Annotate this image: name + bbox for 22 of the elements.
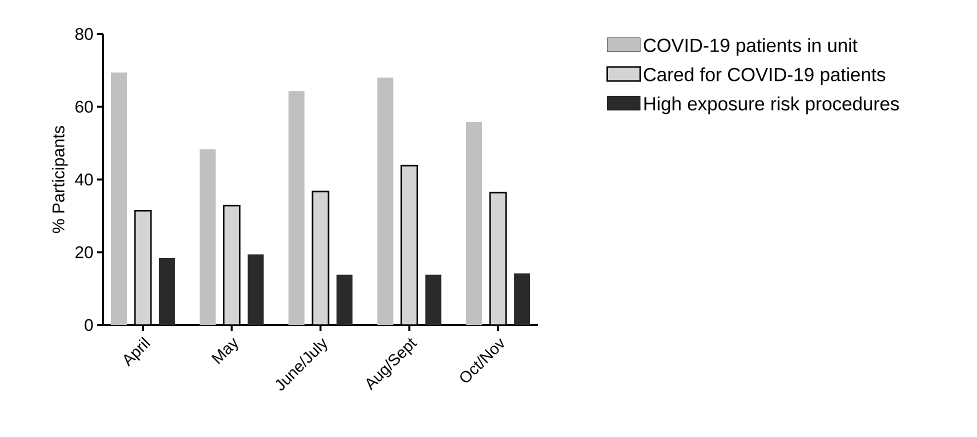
legend-label: Cared for COVID-19 patients [644,67,886,86]
y-tick-label: 60 [76,100,93,113]
bar [312,190,330,325]
bar [425,274,442,325]
bar [158,258,175,325]
y-tick-label: 0 [84,318,93,331]
bar [377,78,394,325]
bar [200,149,216,325]
bar [466,122,482,325]
bar [400,164,418,325]
legend-label: COVID-19 patients in unit [644,38,858,56]
y-tick-label: 20 [76,246,93,258]
legend-label: High exposure risk procedures [644,96,899,114]
x-tick-label: May [211,338,238,364]
y-axis-title: % Participants [52,126,68,233]
bar [110,72,127,325]
bar [288,91,305,325]
y-tick-label: 80 [75,28,93,40]
bar [514,273,530,325]
y-tick-label: 40 [75,173,93,186]
bar [248,254,264,325]
bar [336,274,353,325]
